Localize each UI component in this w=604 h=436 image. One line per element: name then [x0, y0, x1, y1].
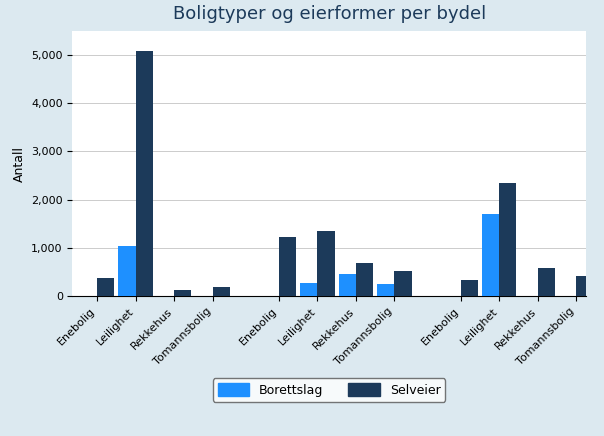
- Bar: [394, 271, 411, 296]
- Bar: [538, 269, 555, 296]
- Bar: [300, 283, 318, 296]
- Bar: [118, 246, 135, 296]
- Bar: [318, 231, 335, 296]
- Bar: [97, 278, 114, 296]
- Bar: [174, 290, 191, 296]
- Bar: [135, 51, 153, 296]
- Bar: [378, 284, 394, 296]
- Bar: [279, 237, 296, 296]
- Bar: [482, 214, 500, 296]
- Legend: Borettslag, Selveier: Borettslag, Selveier: [213, 378, 446, 402]
- Bar: [576, 276, 593, 296]
- Bar: [339, 274, 356, 296]
- Y-axis label: Antall: Antall: [13, 146, 25, 181]
- Bar: [356, 262, 373, 296]
- Bar: [213, 287, 230, 296]
- Bar: [461, 280, 478, 296]
- Title: Boligtyper og eierformer per bydel: Boligtyper og eierformer per bydel: [173, 5, 486, 24]
- Bar: [500, 183, 516, 296]
